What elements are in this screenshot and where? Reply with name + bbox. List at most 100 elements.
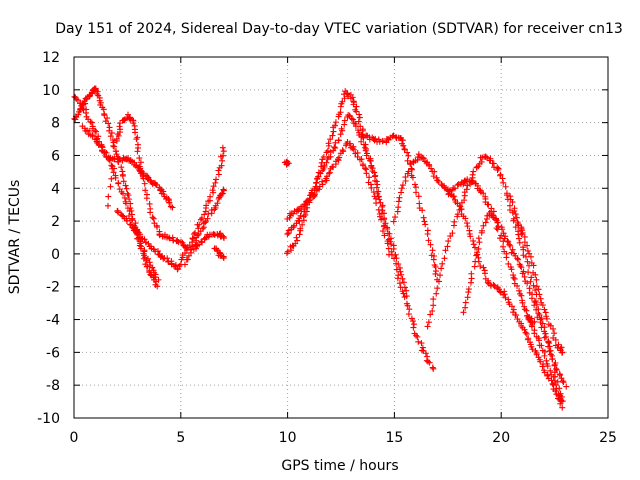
data-point — [396, 194, 403, 201]
data-point — [108, 162, 115, 169]
data-point — [93, 138, 100, 145]
data-point — [542, 330, 549, 337]
data-point — [533, 276, 540, 283]
data-point — [429, 364, 436, 371]
data-point — [113, 135, 120, 142]
data-point — [392, 214, 399, 221]
series-track-m — [358, 131, 441, 283]
series-track-b — [71, 93, 162, 283]
data-point — [450, 193, 457, 200]
data-point — [135, 144, 142, 151]
data-point — [360, 134, 367, 141]
data-point — [402, 174, 409, 181]
data-point — [126, 196, 133, 203]
data-point — [408, 315, 415, 322]
data-point — [555, 341, 562, 348]
data-point — [144, 255, 151, 262]
data-point — [137, 159, 144, 166]
data-point — [413, 189, 420, 196]
data-point — [297, 212, 304, 219]
data-point — [475, 235, 482, 242]
data-point — [199, 239, 206, 246]
x-tick-label: 20 — [492, 430, 510, 446]
data-point — [541, 306, 548, 313]
data-point — [128, 217, 135, 224]
data-point — [203, 202, 210, 209]
data-point — [325, 170, 332, 177]
data-point — [522, 329, 529, 336]
data-point — [558, 375, 565, 382]
data-point — [187, 246, 194, 253]
data-point — [538, 342, 545, 349]
data-point — [541, 334, 548, 341]
data-point — [196, 221, 203, 228]
data-point — [558, 393, 565, 400]
data-point — [454, 182, 461, 189]
data-point — [484, 154, 491, 161]
data-point — [154, 283, 161, 290]
data-point — [504, 238, 511, 245]
data-point — [543, 333, 550, 340]
data-point — [219, 144, 226, 151]
data-point — [432, 270, 439, 277]
data-point — [149, 214, 156, 221]
data-point — [198, 238, 205, 245]
data-point — [461, 197, 468, 204]
data-point — [382, 220, 389, 227]
data-point — [296, 231, 303, 238]
data-point — [538, 324, 545, 331]
data-point — [515, 256, 522, 263]
data-point — [154, 224, 161, 231]
data-point — [558, 349, 565, 356]
series-track-i — [211, 245, 227, 262]
y-tick-label: -8 — [46, 378, 60, 394]
data-point — [207, 193, 214, 200]
data-point — [369, 134, 376, 141]
data-point — [508, 266, 515, 273]
data-point — [134, 148, 141, 155]
data-point — [514, 282, 521, 289]
data-point — [537, 319, 544, 326]
data-point — [285, 160, 292, 167]
data-point — [332, 139, 339, 146]
series-track-e — [114, 207, 179, 270]
data-point — [526, 250, 533, 257]
data-point — [363, 170, 370, 177]
data-point — [316, 186, 323, 193]
data-point — [415, 193, 422, 200]
data-point — [181, 261, 188, 268]
data-point — [397, 268, 404, 275]
data-point — [211, 231, 218, 238]
data-point — [292, 240, 299, 247]
data-point — [428, 165, 435, 172]
data-point — [119, 212, 126, 219]
data-point — [356, 111, 363, 118]
data-point — [398, 185, 405, 192]
data-point — [502, 183, 509, 190]
data-point — [350, 101, 357, 108]
data-point — [311, 192, 318, 199]
data-point — [386, 251, 393, 258]
data-point — [101, 112, 108, 119]
data-point — [550, 325, 557, 332]
data-point — [219, 152, 226, 159]
data-point — [419, 154, 426, 161]
data-point — [376, 213, 383, 220]
x-tick-label: 25 — [599, 430, 617, 446]
data-point — [123, 185, 130, 192]
data-point — [494, 167, 501, 174]
data-point — [524, 242, 531, 249]
data-point — [111, 143, 118, 150]
data-point — [405, 152, 412, 159]
data-point — [88, 119, 95, 126]
data-point — [101, 149, 108, 156]
data-point — [470, 241, 477, 248]
data-point — [509, 199, 516, 206]
data-point — [137, 240, 144, 247]
data-point — [395, 261, 402, 268]
series-track-f — [174, 144, 227, 273]
data-point — [527, 253, 534, 260]
x-tick-label: 15 — [385, 430, 403, 446]
data-point — [108, 175, 115, 182]
